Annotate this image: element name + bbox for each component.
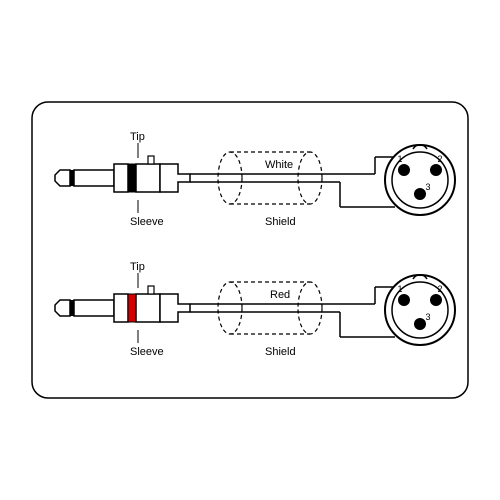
jack-ring-top: [128, 164, 136, 192]
diagram-border: [32, 102, 468, 398]
xlr-top: 1 2 3: [385, 145, 455, 215]
label-shield: Shield: [265, 216, 296, 228]
xlr-pin-1: 1: [397, 154, 402, 164]
label-sleeve: Sleeve: [130, 346, 164, 358]
label-shield: Shield: [265, 346, 296, 358]
xlr-bottom: 1 2 3: [385, 275, 455, 345]
label-wire: White: [265, 159, 293, 171]
label-wire: Red: [270, 289, 290, 301]
jack-ring-bottom: [128, 294, 136, 322]
xlr-pin-3: 3: [425, 182, 430, 192]
wiring-diagram: Tip Sleeve White Shield: [30, 100, 470, 400]
xlr-pin-2: 2: [437, 284, 442, 294]
xlr-pin-1: 1: [397, 284, 402, 294]
xlr-pin-2: 2: [437, 154, 442, 164]
label-tip: Tip: [130, 131, 145, 143]
label-tip: Tip: [130, 261, 145, 273]
label-sleeve: Sleeve: [130, 216, 164, 228]
xlr-pin-3: 3: [425, 312, 430, 322]
